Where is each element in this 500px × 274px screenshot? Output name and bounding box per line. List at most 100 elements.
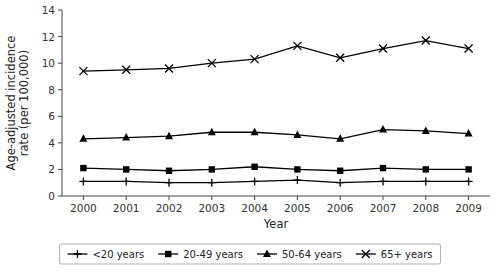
data-point	[166, 168, 172, 174]
x-tick	[297, 196, 298, 200]
legend-marker	[362, 250, 370, 258]
x-tick	[169, 196, 170, 200]
x-tick	[254, 196, 255, 200]
y-tick	[58, 10, 62, 11]
data-point	[122, 66, 130, 74]
y-tick-label: 0	[48, 190, 55, 202]
y-tick-label: 2	[48, 163, 55, 175]
legend-marker	[165, 251, 171, 257]
x-tick-label: 2005	[284, 202, 311, 214]
chart: 0 2 4 6 8 10 12 14 2000 2001 2002 2003 2004 2005 2006 2…	[0, 0, 500, 274]
data-point	[208, 128, 216, 136]
data-point	[209, 166, 215, 172]
series-line	[83, 167, 468, 171]
data-point	[293, 42, 301, 50]
x-tick-label: 2001	[113, 202, 140, 214]
data-point	[251, 128, 259, 136]
data-point	[465, 166, 471, 172]
x-tick	[425, 196, 426, 200]
series-line	[83, 130, 468, 139]
x-tick	[83, 196, 84, 200]
data-point	[293, 130, 301, 138]
x-tick	[383, 196, 384, 200]
y-tick-label: 14	[42, 4, 56, 16]
data-point	[80, 165, 86, 171]
data-point	[336, 134, 344, 142]
data-point	[251, 177, 259, 185]
data-point	[337, 168, 343, 174]
x-tick-label: 2007	[370, 202, 397, 214]
y-tick-label: 4	[48, 137, 55, 149]
data-point	[379, 45, 387, 53]
x-tick	[340, 196, 341, 200]
data-point	[165, 179, 173, 187]
x-tick-label: 2009	[455, 202, 482, 214]
legend-item: 20-49 years	[158, 249, 243, 260]
x-tick	[468, 196, 469, 200]
data-point	[165, 132, 173, 140]
legend-label: <20 years	[92, 249, 144, 260]
legend-marker	[263, 250, 271, 258]
x-axis-label: Year	[263, 217, 289, 231]
legend-item: 65+ years	[356, 249, 433, 260]
data-point	[422, 177, 430, 185]
legend: <20 years 20-49 years 50-64 years 65+ years	[59, 244, 440, 264]
x-tick-label: 2006	[327, 202, 354, 214]
data-point	[379, 125, 387, 133]
legend-frame	[59, 244, 440, 264]
y-tick	[58, 142, 62, 143]
y-tick-label: 10	[42, 57, 55, 69]
data-point	[79, 134, 87, 142]
y-axis-label: Age-adjusted incidence	[4, 36, 18, 171]
y-tick	[58, 36, 62, 37]
y-axis	[62, 10, 63, 196]
legend-item: <20 years	[67, 249, 144, 260]
y-tick	[58, 196, 62, 197]
data-point	[336, 179, 344, 187]
data-point	[123, 166, 129, 172]
y-axis-label: rate (per 100,000)	[17, 50, 31, 156]
data-point	[465, 177, 473, 185]
data-point	[465, 45, 473, 53]
data-point	[208, 59, 216, 67]
y-tick-label: 6	[48, 110, 55, 122]
series-line	[83, 180, 468, 183]
x-tick-label: 2004	[241, 202, 268, 214]
data-point	[122, 133, 130, 141]
y-tick	[58, 116, 62, 117]
data-point	[79, 177, 87, 185]
data-point	[422, 37, 430, 45]
x-tick-label: 2000	[70, 202, 97, 214]
data-point	[380, 165, 386, 171]
data-point	[251, 55, 259, 63]
data-point	[423, 166, 429, 172]
series-line	[83, 41, 468, 72]
y-tick	[58, 89, 62, 90]
data-point	[294, 166, 300, 172]
data-point	[336, 54, 344, 62]
data-point	[379, 177, 387, 185]
data-point	[422, 126, 430, 133]
legend-item: 50-64 years	[257, 249, 342, 260]
data-point	[79, 67, 87, 75]
data-point	[208, 179, 216, 187]
data-point	[251, 164, 257, 170]
plot-area	[79, 37, 472, 187]
data-point	[165, 64, 173, 72]
legend-label: 20-49 years	[183, 249, 243, 260]
data-point	[465, 129, 473, 137]
x-tick-label: 2003	[198, 202, 225, 214]
legend-label: 65+ years	[381, 249, 433, 260]
legend-label: 50-64 years	[282, 249, 342, 260]
x-tick	[126, 196, 127, 200]
y-tick-label: 12	[42, 31, 55, 43]
y-tick	[58, 169, 62, 170]
y-tick	[58, 63, 62, 64]
x-tick-label: 2002	[156, 202, 183, 214]
x-tick-label: 2008	[412, 202, 439, 214]
legend-marker	[73, 250, 81, 258]
x-tick	[211, 196, 212, 200]
data-point	[122, 177, 130, 185]
y-tick-label: 8	[48, 84, 55, 96]
y-axis-label-group: Age-adjusted incidencerate (per 100,000)	[4, 36, 31, 171]
